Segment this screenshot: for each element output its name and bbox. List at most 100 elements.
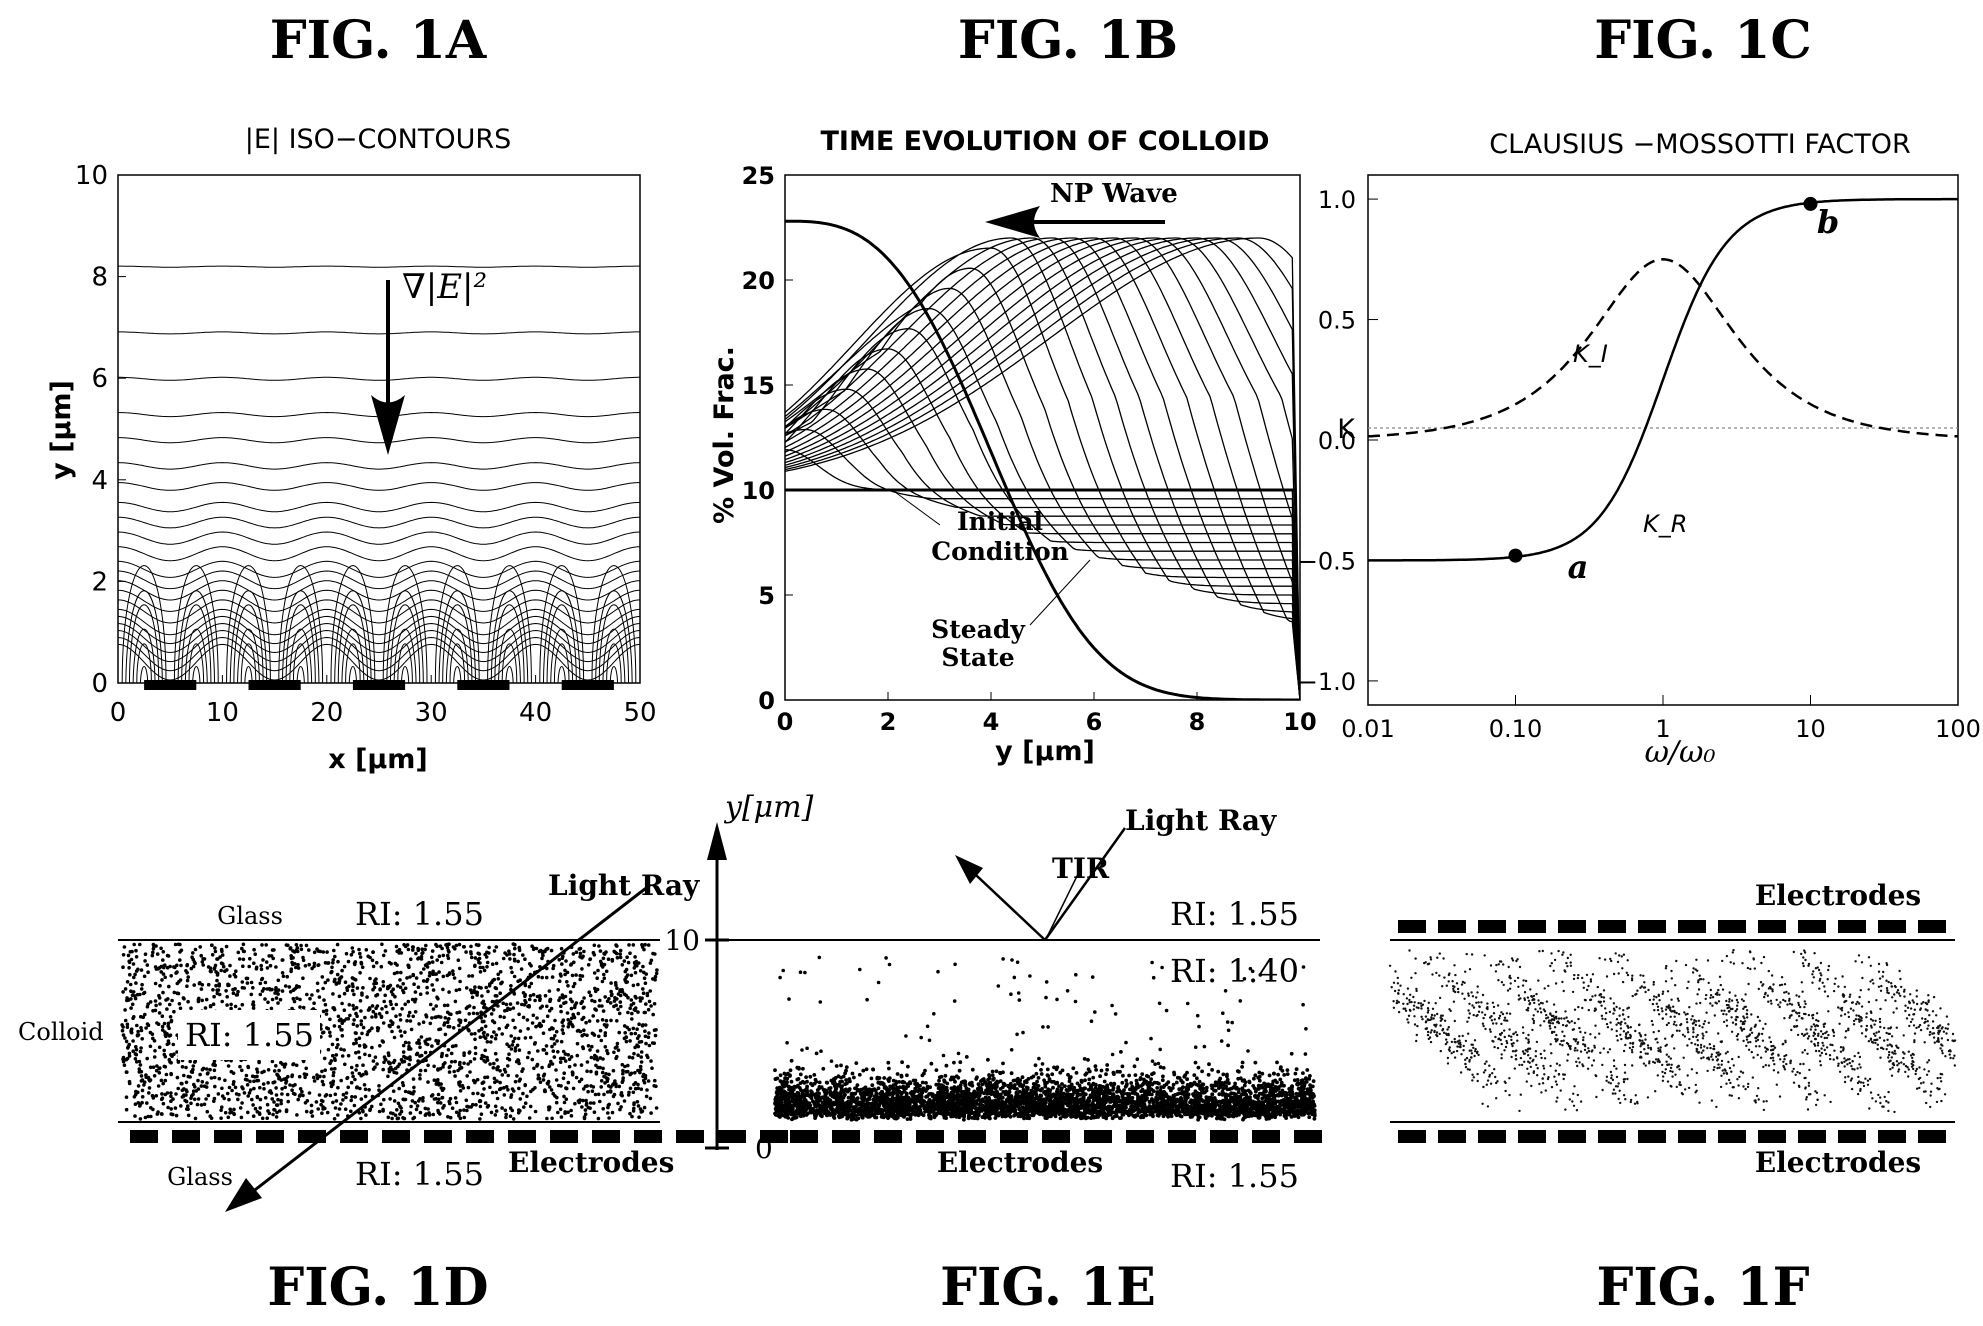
colloid-particle xyxy=(618,988,623,992)
colloid-particle xyxy=(178,958,182,962)
colloid-particle xyxy=(447,990,451,994)
colloid-particle xyxy=(388,983,393,988)
colloid-particle xyxy=(1036,1076,1041,1080)
colloid-particle xyxy=(513,1049,518,1053)
colloid-particle xyxy=(558,1107,563,1112)
colloid-particle xyxy=(576,1011,581,1016)
edge-loop-2-1-5 xyxy=(386,590,424,683)
point-label-a: a xyxy=(1568,548,1589,586)
colloid-particle xyxy=(415,1051,420,1056)
colloid-particle xyxy=(397,1086,402,1091)
colloid-particle xyxy=(157,1045,162,1050)
colloid-particle xyxy=(370,958,375,963)
colloid-particle xyxy=(211,988,215,992)
colloid-particle xyxy=(237,957,242,961)
time-curve-23 xyxy=(785,237,1300,700)
colloid-particle xyxy=(589,1055,594,1060)
colloid-particle xyxy=(248,1088,253,1092)
b-ytick-label-5: 25 xyxy=(742,162,775,190)
colloid-particle xyxy=(249,992,254,997)
colloid-particle xyxy=(1253,1089,1258,1094)
colloid-particle xyxy=(560,1028,565,1032)
colloid-particle xyxy=(200,1080,205,1084)
colloid-particle xyxy=(312,1079,317,1083)
colloid-particle xyxy=(135,992,140,997)
colloid-particle xyxy=(331,958,336,962)
colloid-particle xyxy=(578,1029,583,1034)
colloid-particle xyxy=(431,1112,436,1117)
colloid-particle xyxy=(582,1032,586,1037)
colloid-particle xyxy=(172,1052,176,1056)
colloid-particle xyxy=(138,1104,142,1108)
colloid-particle xyxy=(299,943,303,948)
colloid-particle xyxy=(423,963,428,968)
colloid-particle xyxy=(182,997,186,1001)
colloid-particle xyxy=(244,1073,249,1078)
time-curve-14 xyxy=(785,237,1300,700)
colloid-particle xyxy=(372,982,376,986)
colloid-particle xyxy=(597,944,601,948)
colloid-particle xyxy=(349,1065,354,1070)
colloid-particle xyxy=(198,945,202,949)
colloid-particle xyxy=(166,997,170,1001)
colloid-particle xyxy=(399,970,403,975)
colloid-particle xyxy=(468,1070,472,1074)
colloid-particle xyxy=(146,1075,151,1080)
colloid-particle xyxy=(607,1116,611,1120)
colloid-particle xyxy=(383,993,388,998)
colloid-particle xyxy=(1240,1060,1245,1065)
colloid-particle xyxy=(155,1112,160,1116)
colloid-particle xyxy=(161,958,165,962)
colloid-particle xyxy=(559,974,563,978)
colloid-particle xyxy=(355,1024,360,1028)
colloid-particle xyxy=(241,964,245,968)
colloid-particle xyxy=(654,1084,658,1089)
colloid-particle xyxy=(347,984,351,989)
colloid-particle xyxy=(257,1059,261,1064)
colloid-particle xyxy=(231,991,236,995)
colloid-particle xyxy=(390,1068,395,1072)
colloid-particle xyxy=(355,986,360,990)
colloid-particle xyxy=(598,1028,603,1033)
colloid-particle xyxy=(623,1064,627,1069)
colloid-particle xyxy=(135,1033,140,1037)
edge-loop-4-1-4 xyxy=(598,604,630,683)
colloid-particle xyxy=(399,1034,404,1038)
colloid-particle xyxy=(127,1042,131,1047)
colloid-particle xyxy=(142,1083,146,1087)
colloid-particle xyxy=(303,964,308,968)
colloid-particle xyxy=(441,953,446,958)
colloid-particle xyxy=(371,987,375,992)
iso-contour-17 xyxy=(118,615,640,645)
colloid-particle xyxy=(395,1108,399,1112)
colloid-particle xyxy=(180,1065,185,1069)
colloid-particle xyxy=(353,1077,357,1082)
colloid-particle xyxy=(494,1109,499,1113)
colloid-particle xyxy=(1312,1116,1317,1121)
colloid-particle xyxy=(406,999,411,1004)
colloid-particle xyxy=(477,1099,482,1104)
colloid-particle xyxy=(559,1039,564,1044)
colloid-particle xyxy=(186,1104,190,1108)
colloid-particle xyxy=(400,1007,404,1011)
colloid-particle xyxy=(178,978,183,982)
colloid-particle xyxy=(301,958,306,963)
colloid-particle xyxy=(309,1103,314,1108)
colloid-particle xyxy=(430,960,435,964)
colloid-particle xyxy=(435,958,440,962)
colloid-particle xyxy=(480,994,484,998)
colloid-particle xyxy=(788,1074,792,1078)
colloid-particle xyxy=(269,1006,274,1011)
colloid-particle xyxy=(537,949,542,954)
panel-d-electrodes xyxy=(130,1130,788,1143)
colloid-particle xyxy=(139,968,144,972)
edge-loop-1-1-2 xyxy=(292,643,309,683)
colloid-particle xyxy=(1218,1076,1223,1081)
colloid-particle xyxy=(255,1067,259,1071)
colloid-particle xyxy=(133,1052,138,1056)
edge-loop-0-0-2 xyxy=(136,643,152,683)
colloid-particle xyxy=(402,1059,407,1064)
time-curve-11 xyxy=(785,237,1300,700)
edge-loop-2-0-6 xyxy=(330,565,376,683)
colloid-particle xyxy=(592,943,597,948)
